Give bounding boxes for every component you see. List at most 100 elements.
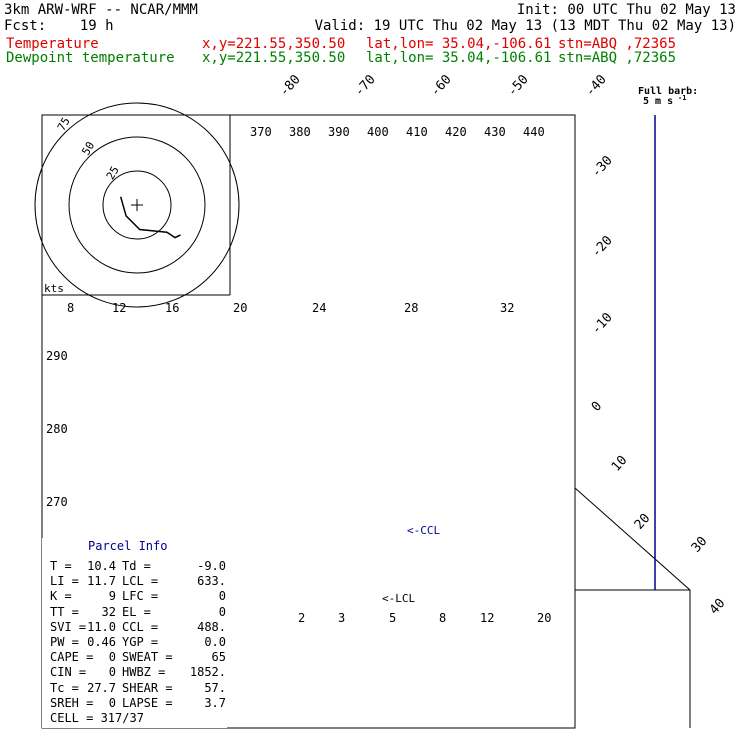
mixing-ratio-label: 8: [439, 611, 446, 625]
parcel-info-label: EL =: [122, 604, 151, 619]
mixing-ratio-label: 5: [389, 611, 396, 625]
parcel-info-row: T = 10.4 Td = -9.0: [50, 558, 230, 573]
parcel-info-label: SREH =: [50, 695, 94, 710]
parcel-info-title: Parcel Info: [88, 539, 168, 553]
mixing-ratio-labels: 8 12 16 20 24 28 32 2 3 5 8 12 20: [67, 301, 551, 625]
dew-station: stn=ABQ ,72365: [558, 50, 677, 66]
theta-label: 420: [445, 125, 467, 139]
parcel-info-label: LI =: [50, 574, 79, 589]
isotherm-label: 10: [609, 453, 631, 475]
isotherm-label: -20: [589, 233, 616, 260]
mixing-ratio-label: 3: [338, 611, 345, 625]
parcel-info-row: PW = 0.46 YGP = 0.0: [50, 634, 230, 649]
parcel-info-value: -9.0: [197, 559, 226, 573]
parcel-info-value: 11.7: [87, 574, 116, 589]
parcel-info-label: HWBZ =: [122, 665, 166, 680]
temp-xy: x,y=221.55,350.50: [202, 36, 346, 52]
barb-legend-exp: -1: [678, 94, 686, 102]
hodograph-ring-label: 50: [79, 140, 97, 158]
isotherm-label: -40: [583, 72, 610, 99]
parcel-info-value: 633.: [197, 574, 226, 589]
mixing-ratio-label: 16: [165, 301, 179, 315]
parcel-info-value: 27.7: [87, 680, 116, 695]
parcel-info-label: K =: [50, 589, 72, 604]
mixing-ratio-label: 8: [67, 301, 74, 315]
lcl-label: <-LCL: [382, 592, 415, 605]
parcel-info-value: 9: [108, 589, 116, 604]
isotherm-labels: -80 -70 -60 -50 -40 -30 -20 -10 0 10 20 30 40: [277, 72, 729, 617]
parcel-info-label: Td =: [122, 559, 151, 573]
barb-frame: [574, 487, 691, 728]
parcel-info-row: CAPE = 0 SWEAT = 65: [50, 649, 230, 664]
plot-frame: [41, 114, 576, 729]
theta-label: 290: [46, 349, 68, 363]
parcel-info-label: Tc =: [50, 680, 79, 695]
temperature-legend: Temperature: [6, 36, 99, 52]
parcel-info-label: LFC =: [122, 589, 159, 604]
model-title: 3km ARW-WRF -- NCAR/MMM: [4, 2, 198, 18]
isotherm-label: 30: [689, 534, 711, 556]
dew-xy: x,y=221.55,350.50: [202, 50, 346, 66]
dewpoint-legend: Dewpoint temperature: [6, 50, 175, 66]
temp-latlon: lat,lon= 35.04,-106.61: [366, 36, 552, 52]
hodograph-trace: [119, 196, 181, 239]
isotherm-label: 40: [707, 596, 729, 618]
parcel-info-row: SVI = 11.0 CCL = 488.: [50, 619, 230, 634]
isotherm-label: -10: [589, 310, 616, 337]
dew-latlon: lat,lon= 35.04,-106.61: [366, 50, 552, 66]
parcel-info-row: Tc = 27.7 SHEAR = 57.: [50, 680, 230, 695]
hodograph-ring: [68, 136, 206, 274]
mixing-ratio-label: 32: [500, 301, 514, 315]
hodograph-ring-label: 25: [104, 164, 122, 182]
isotherm-label: -30: [589, 153, 616, 180]
forecast-hour: Fcst: 19 h: [4, 18, 114, 34]
parcel-info-row: SREH = 0 LAPSE = 3.7: [50, 695, 230, 710]
theta-label: 280: [46, 422, 68, 436]
isotherm-label: 0: [589, 399, 605, 415]
parcel-info-value: 0: [108, 695, 116, 710]
parcel-info-value: 32: [101, 604, 116, 619]
parcel-info-label: PW =: [50, 634, 79, 649]
hodograph-ring: [102, 170, 172, 240]
parcel-info-label: YGP =: [122, 634, 159, 649]
theta-label: 410: [406, 125, 428, 139]
parcel-info-value: 0.46: [87, 634, 116, 649]
parcel-info-row: K = 9 LFC = 0: [50, 588, 230, 603]
valid-time: Valid: 19 UTC Thu 02 May 13 (13 MDT Thu …: [314, 18, 736, 34]
isotherm-label: -70: [352, 72, 379, 99]
isotherm-label: -50: [505, 72, 532, 99]
theta-label: 390: [328, 125, 350, 139]
theta-label: 430: [484, 125, 506, 139]
parcel-info-value: 57.: [204, 680, 226, 695]
mixing-ratio-label: 24: [312, 301, 326, 315]
parcel-info-box: Parcel Info T = 10.4 Td = -9.0 LI = 11.7 LCL =…: [42, 538, 227, 728]
mixing-ratio-label: 12: [112, 301, 126, 315]
parcel-info-label: SWEAT =: [122, 650, 173, 665]
parcel-info-value: 11.0: [87, 619, 116, 634]
parcel-info-label: TT =: [50, 604, 79, 619]
parcel-info-label: SHEAR =: [122, 680, 173, 695]
cell-motion: CELL = 317/37: [50, 711, 144, 725]
parcel-info-row: CIN = 0 HWBZ = 1852.: [50, 664, 230, 679]
parcel-info-value: 488.: [197, 619, 226, 634]
parcel-info-row: LI = 11.7 LCL = 633.: [50, 573, 230, 588]
theta-labels: 370 380 390 400 410 420 430 440 290 280 270: [46, 125, 545, 509]
parcel-info-label: LAPSE =: [122, 695, 173, 710]
parcel-info-value: 0.0: [204, 634, 226, 649]
theta-label: 400: [367, 125, 389, 139]
init-time: Init: 00 UTC Thu 02 May 13: [516, 2, 736, 18]
mixing-ratio-label: 2: [298, 611, 305, 625]
parcel-info-value: 0: [108, 650, 116, 665]
isotherm-label: -60: [428, 72, 455, 99]
mixing-ratio-label: 28: [404, 301, 418, 315]
parcel-info-value: 1852.: [189, 665, 226, 680]
theta-label: 370: [250, 125, 272, 139]
ccl-label: <-CCL: [407, 524, 440, 537]
temp-station: stn=ABQ ,72365: [558, 36, 677, 52]
parcel-info-label: T =: [50, 559, 72, 573]
parcel-info-value: 0: [108, 665, 116, 680]
parcel-info-label: CIN =: [50, 665, 87, 680]
parcel-info-value: 65: [211, 650, 226, 665]
mixing-ratio-label: 20: [537, 611, 551, 625]
